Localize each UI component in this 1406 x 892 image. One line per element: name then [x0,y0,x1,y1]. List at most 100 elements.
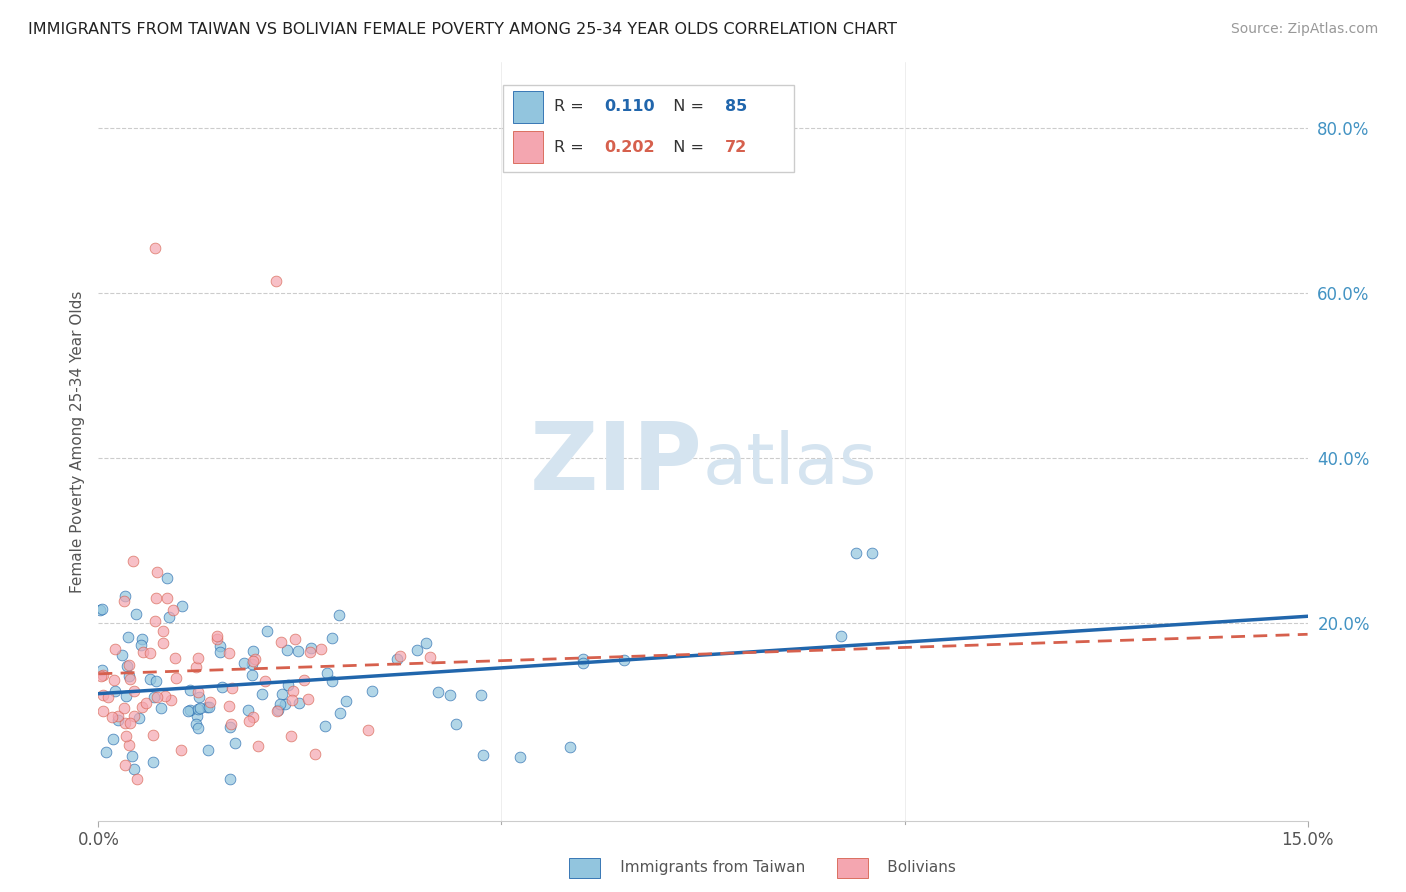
Point [114,589,136,603]
Point [389,648,412,663]
Point [188,700,211,714]
FancyBboxPatch shape [569,858,600,878]
Text: R =: R = [554,99,589,114]
Text: Bolivians: Bolivians [858,860,956,874]
Text: 72: 72 [724,140,747,155]
Point [560,740,582,755]
Point [242,710,264,724]
Point [328,706,350,720]
Text: IMMIGRANTS FROM TAIWAN VS BOLIVIAN FEMALE POVERTY AMONG 25-34 YEAR OLDS CORRELAT: IMMIGRANTS FROM TAIWAN VS BOLIVIAN FEMAL… [28,22,897,37]
Point [405,642,427,657]
Point [266,704,288,718]
Point [238,714,260,728]
Point [240,657,263,671]
Point [427,685,450,699]
Point [122,709,145,723]
Point [256,624,278,639]
Point [135,696,157,710]
FancyBboxPatch shape [513,91,543,123]
Point [187,650,209,665]
Point [415,636,437,650]
Point [176,705,198,719]
Point [124,762,146,776]
Point [361,684,384,698]
Point [101,731,124,746]
Point [321,631,343,645]
Point [860,546,883,560]
Point [439,688,461,702]
Point [170,742,193,756]
Point [89,603,111,617]
Point [243,652,266,666]
Point [357,723,380,738]
Point [297,692,319,706]
Point [100,709,122,723]
Point [314,719,336,733]
Point [114,716,136,731]
Point [205,632,228,646]
Point [143,614,166,628]
Point [288,696,311,710]
Point [385,652,408,666]
Point [328,608,350,623]
Point [252,687,274,701]
Point [172,599,194,613]
Point [613,653,636,667]
Point [131,632,153,646]
Point [145,674,167,689]
Point [188,690,211,704]
Point [114,690,136,704]
Point [157,609,180,624]
Point [446,717,468,731]
Point [221,681,243,695]
Point [114,758,136,772]
Point [277,678,299,692]
Point [145,690,167,704]
Point [132,645,155,659]
Point [309,641,332,656]
Point [131,699,153,714]
Point [114,729,136,743]
Point [292,673,315,687]
Point [472,747,495,762]
Point [139,646,162,660]
Point [187,702,209,716]
Point [112,594,135,608]
Point [129,638,152,652]
Point [267,704,290,718]
Point [107,713,129,727]
Point [186,708,208,723]
Y-axis label: Female Poverty Among 25-34 Year Olds: Female Poverty Among 25-34 Year Olds [69,291,84,592]
Point [211,680,233,694]
Point [281,684,304,698]
Point [142,690,165,704]
Point [145,565,167,579]
Point [165,671,187,685]
Point [219,772,242,787]
FancyBboxPatch shape [503,85,793,172]
Point [156,591,179,605]
Point [198,700,221,714]
Point [572,656,595,670]
Point [122,553,145,567]
Text: R =: R = [554,140,589,155]
Point [280,693,302,707]
Point [143,241,166,255]
Point [152,636,174,650]
Point [299,645,322,659]
Point [187,685,209,699]
Point [162,603,184,617]
Point [242,644,264,658]
Point [142,728,165,742]
Point [91,688,114,702]
Point [219,717,242,731]
Point [195,699,218,714]
Point [117,631,139,645]
Point [270,635,292,649]
Point [509,749,531,764]
Point [287,644,309,658]
Point [118,738,141,752]
Point [103,673,125,687]
Point [218,698,240,713]
Point [218,721,240,735]
